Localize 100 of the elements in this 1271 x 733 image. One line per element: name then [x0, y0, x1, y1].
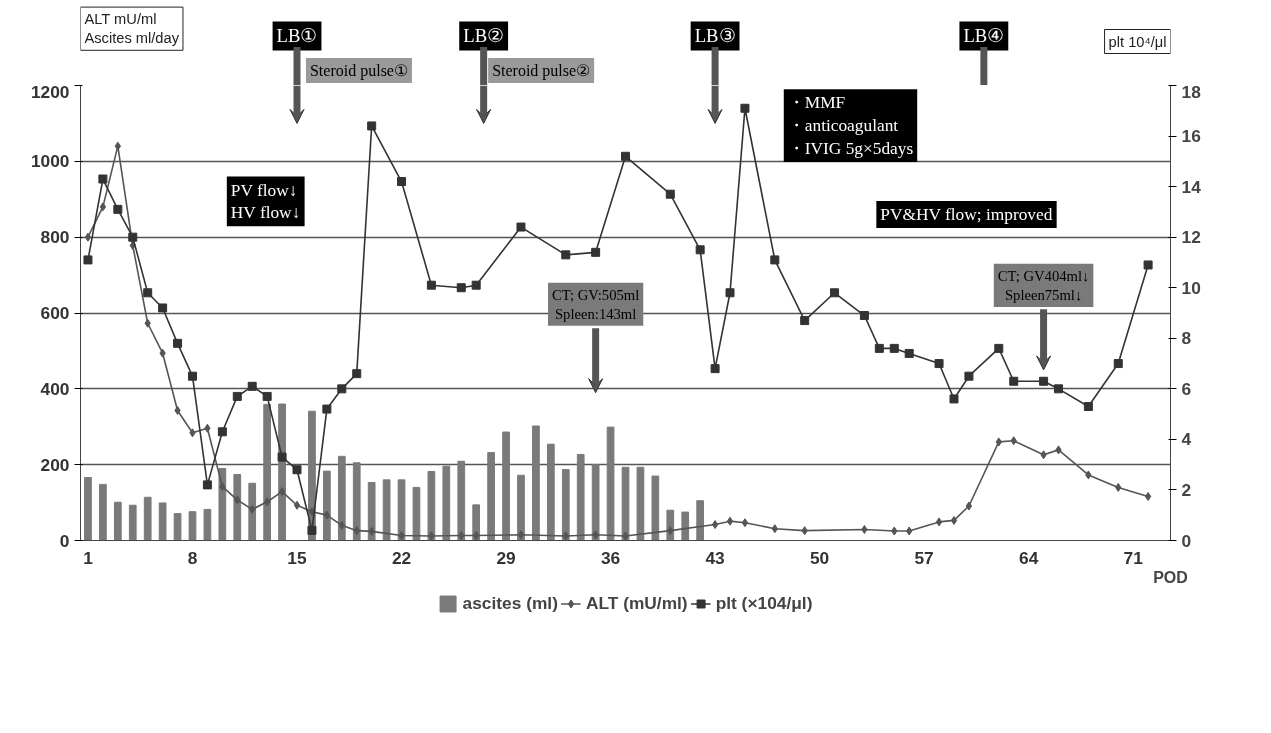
point	[398, 531, 405, 541]
bar	[367, 481, 376, 541]
y2-tick-label: 16	[1181, 126, 1202, 147]
point	[426, 280, 436, 290]
point	[144, 318, 151, 328]
text: LB③	[694, 25, 736, 47]
point	[1054, 384, 1064, 394]
point	[83, 255, 93, 265]
point	[368, 526, 375, 536]
point	[1055, 445, 1062, 455]
point	[906, 526, 913, 536]
y2-tick-label: 4	[1181, 429, 1192, 450]
y2-tick-label: 14	[1181, 176, 1202, 197]
point	[217, 427, 227, 437]
point	[1010, 436, 1017, 446]
point	[1009, 376, 1019, 386]
point	[471, 280, 481, 290]
text: Steroid pulse②	[492, 62, 591, 81]
point	[219, 482, 226, 492]
annotation: CT; GV404ml↓ Spleen75ml↓	[997, 267, 1090, 303]
point	[1113, 359, 1123, 369]
y-tick-label: 1200	[30, 81, 70, 102]
y-tick-label: 200	[40, 454, 70, 475]
point	[889, 343, 899, 353]
annotation: CT; GV:505ml Spleen:143ml	[552, 286, 640, 322]
point	[128, 232, 138, 242]
text: LB②	[463, 25, 505, 47]
point	[293, 500, 301, 510]
point	[278, 487, 286, 497]
point	[665, 189, 675, 199]
point	[710, 364, 720, 374]
point	[874, 343, 884, 353]
bar	[352, 462, 361, 541]
point	[98, 174, 108, 184]
y-tick-label: 800	[40, 227, 70, 248]
x-tick-label: 1	[83, 547, 94, 568]
point	[994, 343, 1004, 353]
point	[262, 391, 272, 401]
bar	[203, 508, 212, 541]
point	[249, 504, 256, 514]
x-tick-label: 43	[705, 547, 726, 568]
point	[337, 384, 347, 394]
point	[99, 202, 107, 212]
point	[232, 391, 242, 401]
y-axis-title: ALT mU/ml Ascites ml/day	[84, 11, 180, 47]
y-tick-label: 400	[40, 378, 70, 399]
x-tick-label: 29	[496, 547, 516, 568]
point	[473, 531, 480, 541]
x-tick-label: 57	[914, 547, 934, 568]
point	[353, 526, 360, 536]
y-tick-label: 0	[59, 530, 70, 551]
bar	[696, 500, 705, 541]
point	[367, 121, 377, 131]
point	[1040, 450, 1047, 460]
point	[323, 510, 331, 520]
bar	[621, 466, 630, 541]
point	[428, 531, 435, 541]
point	[1115, 482, 1122, 492]
point	[1039, 376, 1049, 386]
bar	[263, 403, 271, 541]
bar	[412, 486, 421, 541]
y-tick-label: 600	[40, 303, 70, 323]
point	[173, 338, 183, 348]
y2-tick-label: 12	[1181, 227, 1201, 248]
bar	[99, 483, 107, 541]
bar	[487, 452, 495, 541]
point	[740, 103, 750, 113]
point	[934, 359, 944, 369]
annotation: ・MMF ・anticoagulant ・IVIG 5g×5days	[787, 93, 914, 158]
point	[516, 222, 526, 232]
point	[159, 348, 166, 358]
y2-tick-label: 8	[1181, 328, 1192, 349]
point	[202, 480, 212, 490]
point	[801, 526, 808, 536]
point	[592, 530, 599, 540]
x-tick-label: 50	[809, 547, 830, 568]
point	[247, 381, 257, 391]
text: LB④	[963, 25, 1005, 47]
point	[1143, 260, 1153, 270]
point	[187, 371, 197, 381]
bar	[337, 455, 346, 541]
point	[158, 303, 168, 313]
point	[1083, 402, 1093, 412]
point	[695, 245, 705, 255]
point	[949, 394, 959, 404]
bar	[651, 475, 660, 541]
point	[292, 465, 302, 475]
point	[771, 524, 778, 534]
point	[338, 520, 345, 530]
point	[741, 518, 749, 528]
point	[562, 531, 569, 541]
bar	[546, 443, 555, 541]
point	[800, 316, 810, 326]
point	[397, 177, 407, 187]
y2-tick-label: 18	[1181, 81, 1202, 102]
point	[861, 525, 868, 534]
annotation: PV&HV flow; improved	[880, 204, 1053, 224]
bar	[173, 513, 182, 541]
point	[322, 404, 332, 414]
bar	[576, 453, 585, 541]
